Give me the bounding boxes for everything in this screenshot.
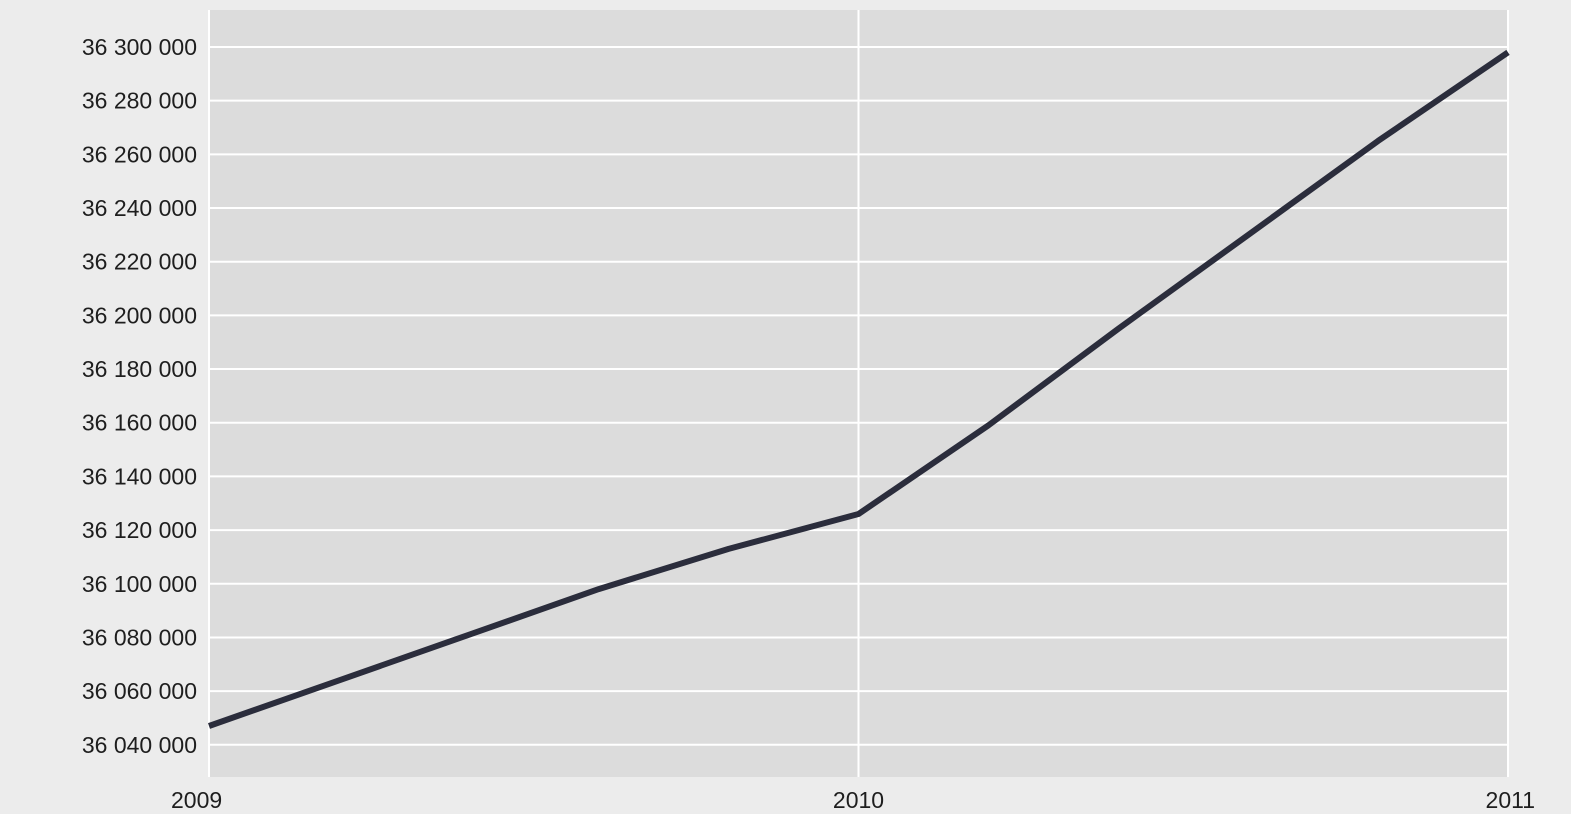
y-tick-label: 36 120 000: [82, 517, 197, 543]
grid-lines: [208, 10, 1509, 777]
y-tick-label: 36 180 000: [82, 356, 197, 382]
series-layer: [208, 49, 1510, 729]
y-tick-label: 36 200 000: [82, 302, 197, 328]
y-tick-label: 36 060 000: [82, 678, 197, 704]
y-tick-label: 36 040 000: [82, 732, 197, 758]
x-tick-label: 2011: [1486, 787, 1535, 813]
y-tick-label: 36 280 000: [82, 88, 197, 114]
y-tick-label: 36 220 000: [82, 249, 197, 275]
y-tick-label: 36 160 000: [82, 410, 197, 436]
y-tick-label: 36 240 000: [82, 195, 197, 221]
x-tick-label: 2010: [833, 787, 884, 813]
y-tick-label: 36 300 000: [82, 34, 197, 60]
y-axis: 36 040 000 36 060 000 36 080 000 36 100 000…: [82, 34, 197, 758]
y-tick-label: 36 260 000: [82, 141, 197, 167]
x-axis: 2009 2010 2011: [171, 787, 1535, 813]
y-tick-label: 36 100 000: [82, 571, 197, 597]
y-tick-label: 36 080 000: [82, 624, 197, 650]
x-tick-label: 2009: [171, 787, 222, 813]
series-line: [208, 49, 1510, 729]
y-tick-label: 36 140 000: [82, 463, 197, 489]
